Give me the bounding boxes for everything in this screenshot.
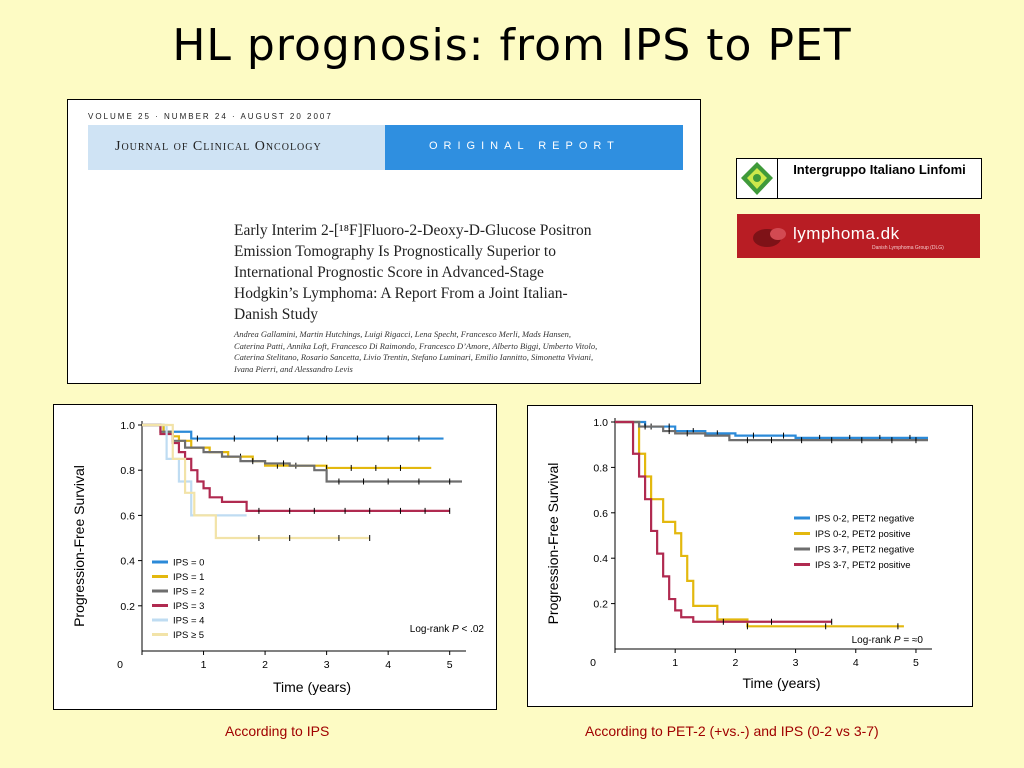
annotation-suffix: < .02 <box>459 624 485 635</box>
lymphoma-dk-subtitle: Danish Lymphoma Group (DLG) <box>872 245 944 251</box>
x-tick-label: 4 <box>853 657 859 669</box>
x-tick-label: 4 <box>385 659 391 671</box>
x-tick-label: 2 <box>262 659 268 671</box>
y-tick-label: 0.8 <box>593 462 608 474</box>
annotation-prefix: Log-rank <box>410 624 452 635</box>
y-tick-label: 0.6 <box>120 510 135 522</box>
series-line-3 <box>615 420 928 442</box>
legend-label: IPS = 1 <box>173 572 204 583</box>
article-title: Early Interim 2-[¹⁸F]Fluoro-2-Deoxy-D-Gl… <box>234 220 684 325</box>
series-line-1 <box>615 420 928 439</box>
legend-label: IPS 3-7, PET2 positive <box>815 560 911 571</box>
author-line: Caterina Patti, Annika Loft, Francesco D… <box>234 340 598 351</box>
article-title-line: Danish Study <box>234 306 318 323</box>
legend-label: IPS 3-7, PET2 negative <box>815 545 914 556</box>
author-line: Andrea Gallamini, Martin Hutchings, Luig… <box>234 329 572 339</box>
y-tick-label: 1.0 <box>120 420 135 432</box>
series-line-2 <box>615 420 904 628</box>
author-line: Caterina Stelitano, Rosario Sancetta, Li… <box>234 352 594 362</box>
article-title-line: Hodgkin’s Lymphoma: A Report From a Join… <box>234 285 568 302</box>
annotation-p: P <box>452 624 459 635</box>
legend-label: IPS 0-2, PET2 positive <box>815 529 911 540</box>
x-tick-label: 1 <box>201 659 207 671</box>
legend-label: IPS = 2 <box>173 587 204 598</box>
logrank-annotation: Log-rank P = ≈0 <box>852 635 924 646</box>
y-axis-label: Progression-Free Survival <box>545 463 561 625</box>
intergruppo-emblem-icon <box>737 159 778 198</box>
pet-survival-chart-panel: 0.2 0.4 0.6 0.8 1.0 1 2 3 4 5 0 Time (years) Progres… <box>527 405 973 707</box>
y-tick-label: 0.6 <box>593 508 608 520</box>
intergruppo-logo-box: Intergruppo Italiano Linfomi <box>736 158 982 199</box>
series-line-4 <box>615 420 832 623</box>
lymphoma-dk-emblem-icon <box>753 228 786 247</box>
article-title-line: International Prognostic Score in Advanc… <box>234 264 544 281</box>
legend-label: IPS = 4 <box>173 616 204 627</box>
ips-survival-chart: 0.2 0.4 0.6 0.8 1.0 1 2 3 4 5 0 Time (years) Progres… <box>71 420 485 695</box>
x-origin-label: 0 <box>117 659 123 671</box>
legend-label: IPS = 3 <box>173 601 204 612</box>
legend-label: IPS ≥ 5 <box>173 630 204 641</box>
y-tick-label: 0.2 <box>593 599 608 611</box>
x-tick-label: 2 <box>732 657 738 669</box>
y-tick-label: 0.8 <box>120 465 135 477</box>
series-line-1 <box>142 423 444 440</box>
caption-left: According to IPS <box>225 723 330 739</box>
logrank-annotation: Log-rank P < .02 <box>410 624 485 635</box>
series-line-3 <box>142 423 462 483</box>
series-line-6 <box>142 423 370 540</box>
annotation-suffix: = ≈0 <box>901 635 924 646</box>
x-tick-label: 5 <box>447 659 453 671</box>
x-axis-label: Time (years) <box>742 675 820 691</box>
article-title-line: Emission Tomography Is Prognostically Su… <box>234 243 556 260</box>
y-tick-label: 0.4 <box>593 553 608 565</box>
y-axis-label: Progression-Free Survival <box>71 465 87 627</box>
x-axis-label: Time (years) <box>273 679 351 695</box>
journal-volume-line: VOLUME 25 · NUMBER 24 · AUGUST 20 2007 <box>88 112 333 121</box>
journal-section-banner: ORIGINAL REPORT <box>385 125 683 170</box>
journal-name-banner: Journal of Clinical Oncology <box>88 125 385 170</box>
x-tick-label: 3 <box>324 659 330 671</box>
pet-survival-chart: 0.2 0.4 0.6 0.8 1.0 1 2 3 4 5 0 Time (years) Progres… <box>545 417 932 691</box>
caption-right: According to PET-2 (+vs.-) and IPS (0-2 … <box>585 723 879 739</box>
y-tick-label: 0.4 <box>120 556 135 568</box>
journal-name: Journal of Clinical Oncology <box>115 139 322 154</box>
legend-label: IPS = 0 <box>173 558 204 569</box>
ips-survival-chart-panel: 0.2 0.4 0.6 0.8 1.0 1 2 3 4 5 0 Time (years) Progres… <box>53 404 497 710</box>
intergruppo-name: Intergruppo Italiano Linfomi <box>793 162 966 177</box>
journal-article-image: VOLUME 25 · NUMBER 24 · AUGUST 20 2007 J… <box>67 99 701 384</box>
legend-label: IPS 0-2, PET2 negative <box>815 514 914 525</box>
y-tick-label: 1.0 <box>593 417 608 429</box>
author-line: Ivana Pierri, and Alessandro Levis <box>234 363 353 374</box>
slide-title: HL prognosis: from IPS to PET <box>172 20 852 71</box>
article-authors: Andrea Gallamini, Martin Hutchings, Luig… <box>234 329 674 375</box>
x-tick-label: 3 <box>793 657 799 669</box>
y-tick-label: 0.2 <box>120 601 135 613</box>
lymphoma-dk-logo: lymphoma.dk Danish Lymphoma Group (DLG) <box>737 214 980 258</box>
annotation-p: P <box>894 635 901 646</box>
article-title-line: Early Interim 2-[¹⁸F]Fluoro-2-Deoxy-D-Gl… <box>234 222 592 239</box>
annotation-prefix: Log-rank <box>852 635 894 646</box>
lymphoma-dk-name: lymphoma.dk <box>793 224 900 243</box>
x-tick-label: 1 <box>672 657 678 669</box>
x-tick-label: 5 <box>913 657 919 669</box>
x-origin-label: 0 <box>590 657 596 669</box>
journal-section: ORIGINAL REPORT <box>429 140 620 152</box>
